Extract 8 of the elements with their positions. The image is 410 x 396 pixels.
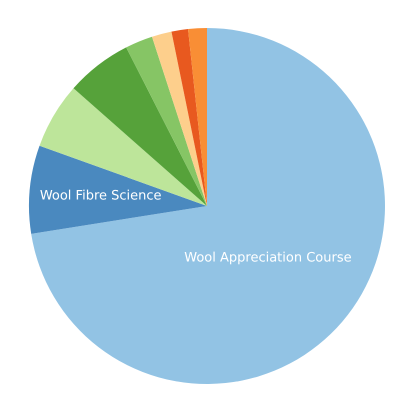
slice-label: Wool Fibre Science [40,188,162,204]
pie-slice [31,28,385,384]
pie-slice [171,29,207,206]
pie-slice [40,88,207,206]
pie-slice [73,47,207,206]
pie-slice [188,28,207,206]
slice-label: Wool Appreciation Course [184,250,352,266]
pie-slice [29,146,207,234]
